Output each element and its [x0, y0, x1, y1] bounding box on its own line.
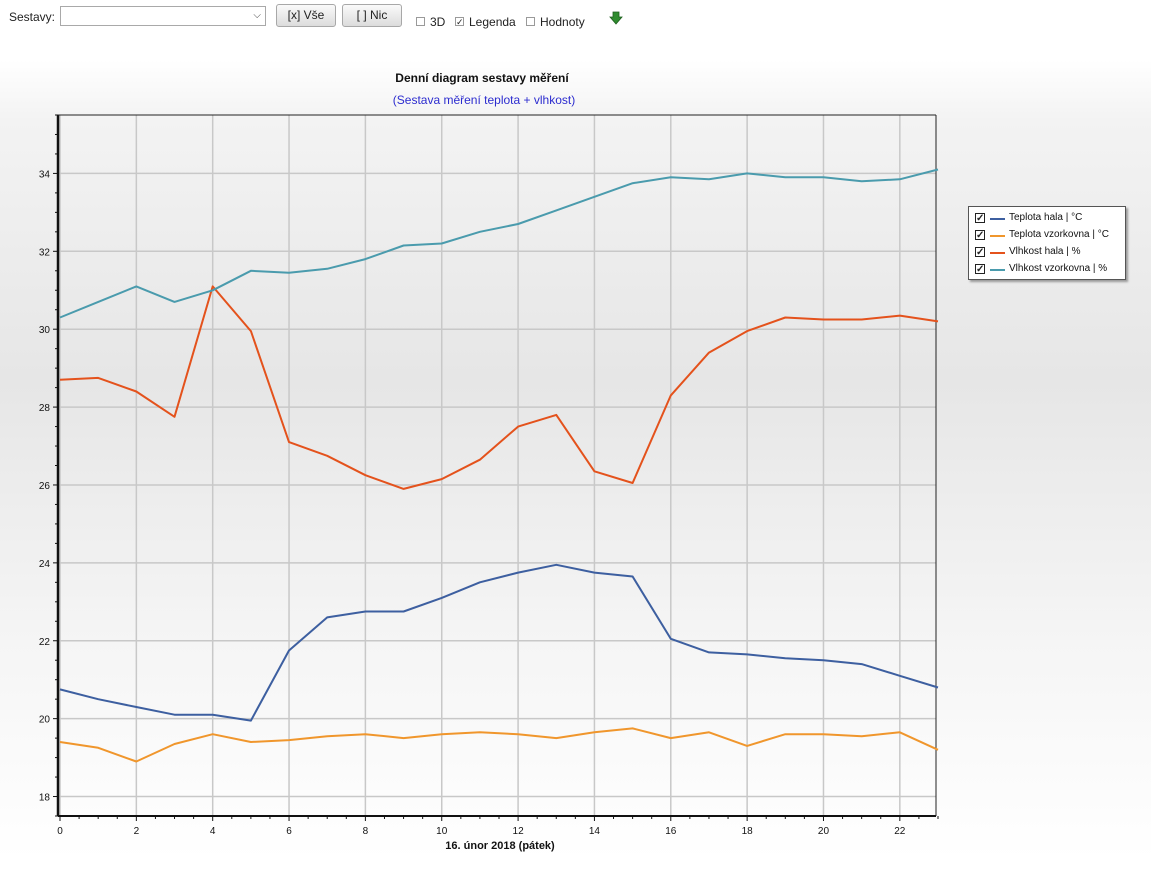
chart-subtitle: (Sestava měření teplota + vlhkost): [393, 93, 575, 107]
x-tick-label: 16: [665, 826, 677, 837]
chart-area: Denní diagram sestavy měření (Sestava mě…: [0, 60, 1151, 879]
x-tick-label: 0: [57, 826, 63, 837]
series-lines: [59, 168, 939, 763]
checkbox-3d[interactable]: [416, 17, 425, 26]
x-tick-label: 8: [363, 826, 369, 837]
sestavy-select[interactable]: ⌵: [60, 6, 266, 26]
legend-label: Teplota hala | °C: [1009, 212, 1083, 223]
x-tick-label: 14: [589, 826, 601, 837]
legend-item[interactable]: ✓ Teplota hala | °C: [973, 209, 1125, 226]
legend-swatch: [990, 235, 1005, 237]
checkbox-legend[interactable]: ✓: [455, 17, 464, 27]
y-tick-label: 28: [39, 403, 51, 414]
y-tick-label: 30: [39, 325, 51, 336]
x-tick-label: 6: [286, 826, 292, 837]
x-axis-title: 16. únor 2018 (pátek): [445, 840, 555, 852]
plot-area: [58, 115, 936, 816]
y-tick-label: 22: [39, 637, 51, 648]
legend-checkbox[interactable]: ✓: [975, 247, 985, 258]
legend-swatch: [990, 269, 1005, 271]
select-none-button[interactable]: [ ] Nic: [342, 4, 402, 27]
legend-item[interactable]: ✓ Vlhkost vzorkovna | %: [973, 260, 1125, 277]
download-icon[interactable]: [609, 11, 623, 25]
grid: [58, 115, 936, 816]
legend-swatch: [990, 218, 1005, 220]
x-tick-label: 18: [742, 826, 754, 837]
series-line-4: [59, 168, 939, 319]
y-tick-label: 24: [39, 559, 51, 570]
line-chart: Denní diagram sestavy měření (Sestava mě…: [39, 71, 939, 852]
chart-title: Denní diagram sestavy měření: [395, 71, 569, 85]
legend-label: Vlhkost vzorkovna | %: [1009, 263, 1108, 274]
x-tick-label: 2: [134, 826, 140, 837]
legend-label: Teplota vzorkovna | °C: [1009, 229, 1109, 240]
checkbox-values-label: Hodnoty: [540, 15, 585, 29]
y-tick-label: 20: [39, 715, 51, 726]
series-line-2: [59, 727, 939, 763]
legend-swatch: [990, 252, 1005, 254]
checkbox-legend-label: Legenda: [469, 15, 516, 29]
x-tick-label: 10: [436, 826, 448, 837]
x-tick-label: 20: [818, 826, 830, 837]
checkbox-values[interactable]: [526, 17, 535, 26]
y-tick-label: 32: [39, 247, 51, 258]
x-tick-label: 12: [513, 826, 525, 837]
checkbox-3d-label: 3D: [430, 15, 446, 29]
series-line-3: [59, 285, 939, 490]
legend-checkbox[interactable]: ✓: [975, 213, 985, 224]
y-tick-label: 34: [39, 169, 51, 180]
legend: ✓ Teplota hala | °C ✓ Teplota vzorkovna | °…: [968, 206, 1126, 280]
x-tick-label: 22: [894, 826, 906, 837]
legend-item[interactable]: ✓ Vlhkost hala | %: [973, 243, 1125, 260]
series-line-1: [59, 563, 939, 722]
x-tick-label: 4: [210, 826, 216, 837]
select-all-button[interactable]: [x] Vše: [276, 4, 336, 27]
legend-checkbox[interactable]: ✓: [975, 264, 985, 275]
legend-checkbox[interactable]: ✓: [975, 230, 985, 241]
legend-label: Vlhkost hala | %: [1009, 246, 1081, 257]
toolbar: Sestavy: ⌵ [x] Vše [ ] Nic 3D ✓ Legenda …: [0, 0, 1151, 36]
chevron-down-icon: ⌵: [253, 10, 261, 21]
sestavy-label: Sestavy:: [9, 10, 56, 24]
y-tick-label: 26: [39, 481, 51, 492]
legend-item[interactable]: ✓ Teplota vzorkovna | °C: [973, 226, 1125, 243]
y-tick-label: 18: [39, 793, 51, 804]
